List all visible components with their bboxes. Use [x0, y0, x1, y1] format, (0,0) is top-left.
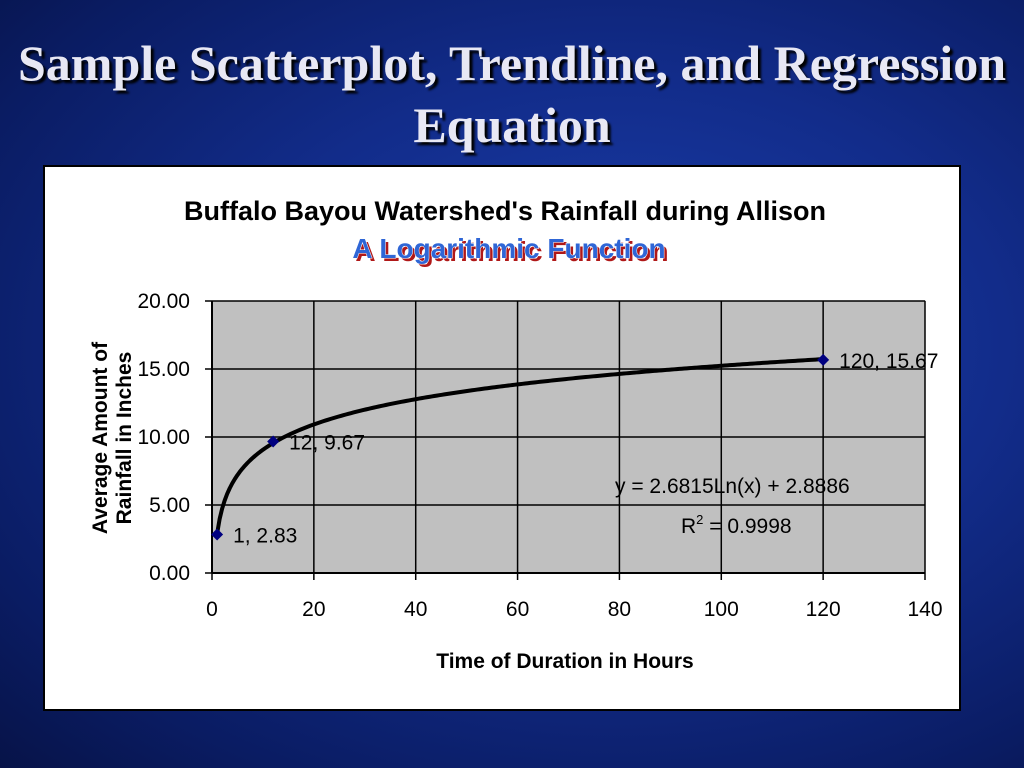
data-point-label: 1, 2.83 — [233, 525, 297, 548]
y-axis-title-line-2: Rainfall in Inches — [113, 352, 136, 525]
data-point-marker — [817, 353, 830, 366]
chart-subtitle-shadow: A Logarithmic Function — [355, 236, 668, 267]
r-squared-value: = 0.9998 — [703, 515, 791, 538]
x-axis-title: Time of Duration in Hours — [436, 650, 693, 673]
regression-equation: y = 2.6815Ln(x) + 2.8886 — [615, 475, 850, 498]
x-tick-label: 140 — [907, 598, 942, 621]
x-tick-label: 80 — [608, 598, 631, 621]
x-tick-label: 0 — [206, 598, 218, 621]
slide-title: Sample Scatterplot, Trendline, and Regre… — [17, 35, 1006, 153]
y-axis-title-line-1: Average Amount of — [89, 341, 112, 534]
data-point-label: 120, 15.67 — [839, 350, 938, 373]
x-tick-label: 40 — [404, 598, 427, 621]
axes — [205, 300, 926, 580]
data-points: 1, 2.83 12, 9.67 120, 15.67 — [211, 350, 938, 548]
chart-panel: Buffalo Bayou Watershed's Rainfall durin… — [43, 165, 961, 711]
chart-subtitle: A Logarithmic Function — [352, 233, 665, 264]
x-tick-label: 120 — [806, 598, 841, 621]
x-tick-label: 60 — [506, 598, 529, 621]
x-tick-label: 100 — [704, 598, 739, 621]
y-tick-label: 10.00 — [137, 426, 190, 449]
tick-labels: 0.00 5.00 10.00 15.00 20.00 0 20 40 60 80 100 120 14… — [137, 290, 942, 621]
y-tick-label: 20.00 — [137, 290, 190, 313]
y-tick-label: 15.00 — [137, 358, 190, 381]
y-tick-label: 5.00 — [149, 494, 190, 517]
y-tick-label: 0.00 — [149, 562, 190, 585]
scatter-chart: Buffalo Bayou Watershed's Rainfall durin… — [89, 196, 943, 673]
data-point-marker — [211, 528, 224, 541]
r-squared-prefix: R — [681, 515, 696, 538]
y-axis-title: Average Amount of Rainfall in Inches — [89, 341, 136, 534]
x-tick-label: 20 — [302, 598, 325, 621]
r-squared-superscript: 2 — [696, 512, 703, 527]
data-point-marker — [267, 435, 280, 448]
r-squared: R2 = 0.9998 — [681, 512, 792, 538]
data-point-label: 12, 9.67 — [289, 431, 365, 454]
chart-title: Buffalo Bayou Watershed's Rainfall durin… — [184, 196, 826, 226]
trendline — [215, 357, 824, 535]
